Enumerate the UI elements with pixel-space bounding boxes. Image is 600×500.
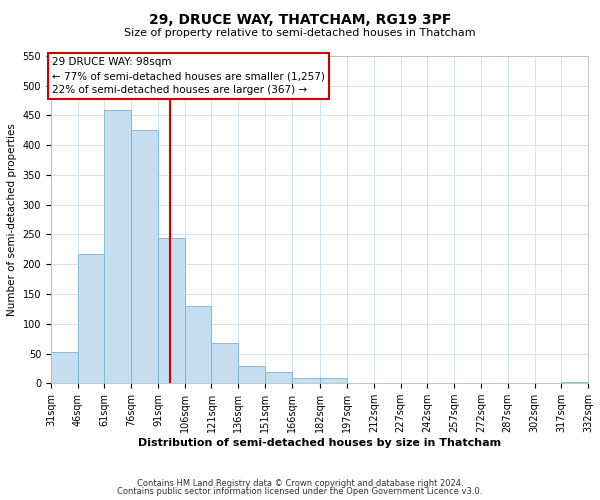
Bar xyxy=(104,110,131,384)
Bar xyxy=(185,306,211,384)
Bar xyxy=(320,378,347,384)
Bar xyxy=(292,378,320,384)
Bar xyxy=(131,130,158,384)
Text: Size of property relative to semi-detached houses in Thatcham: Size of property relative to semi-detach… xyxy=(124,28,476,38)
Bar xyxy=(561,382,588,384)
Bar xyxy=(158,238,185,384)
Bar xyxy=(211,343,238,384)
Y-axis label: Number of semi-detached properties: Number of semi-detached properties xyxy=(7,123,17,316)
Bar xyxy=(77,254,104,384)
Text: 29 DRUCE WAY: 98sqm
← 77% of semi-detached houses are smaller (1,257)
22% of sem: 29 DRUCE WAY: 98sqm ← 77% of semi-detach… xyxy=(52,57,325,95)
X-axis label: Distribution of semi-detached houses by size in Thatcham: Distribution of semi-detached houses by … xyxy=(138,438,501,448)
Bar xyxy=(51,352,77,384)
Text: 29, DRUCE WAY, THATCHAM, RG19 3PF: 29, DRUCE WAY, THATCHAM, RG19 3PF xyxy=(149,12,451,26)
Bar xyxy=(265,372,292,384)
Bar xyxy=(238,366,265,384)
Text: Contains HM Land Registry data © Crown copyright and database right 2024.: Contains HM Land Registry data © Crown c… xyxy=(137,478,463,488)
Text: Contains public sector information licensed under the Open Government Licence v3: Contains public sector information licen… xyxy=(118,487,482,496)
